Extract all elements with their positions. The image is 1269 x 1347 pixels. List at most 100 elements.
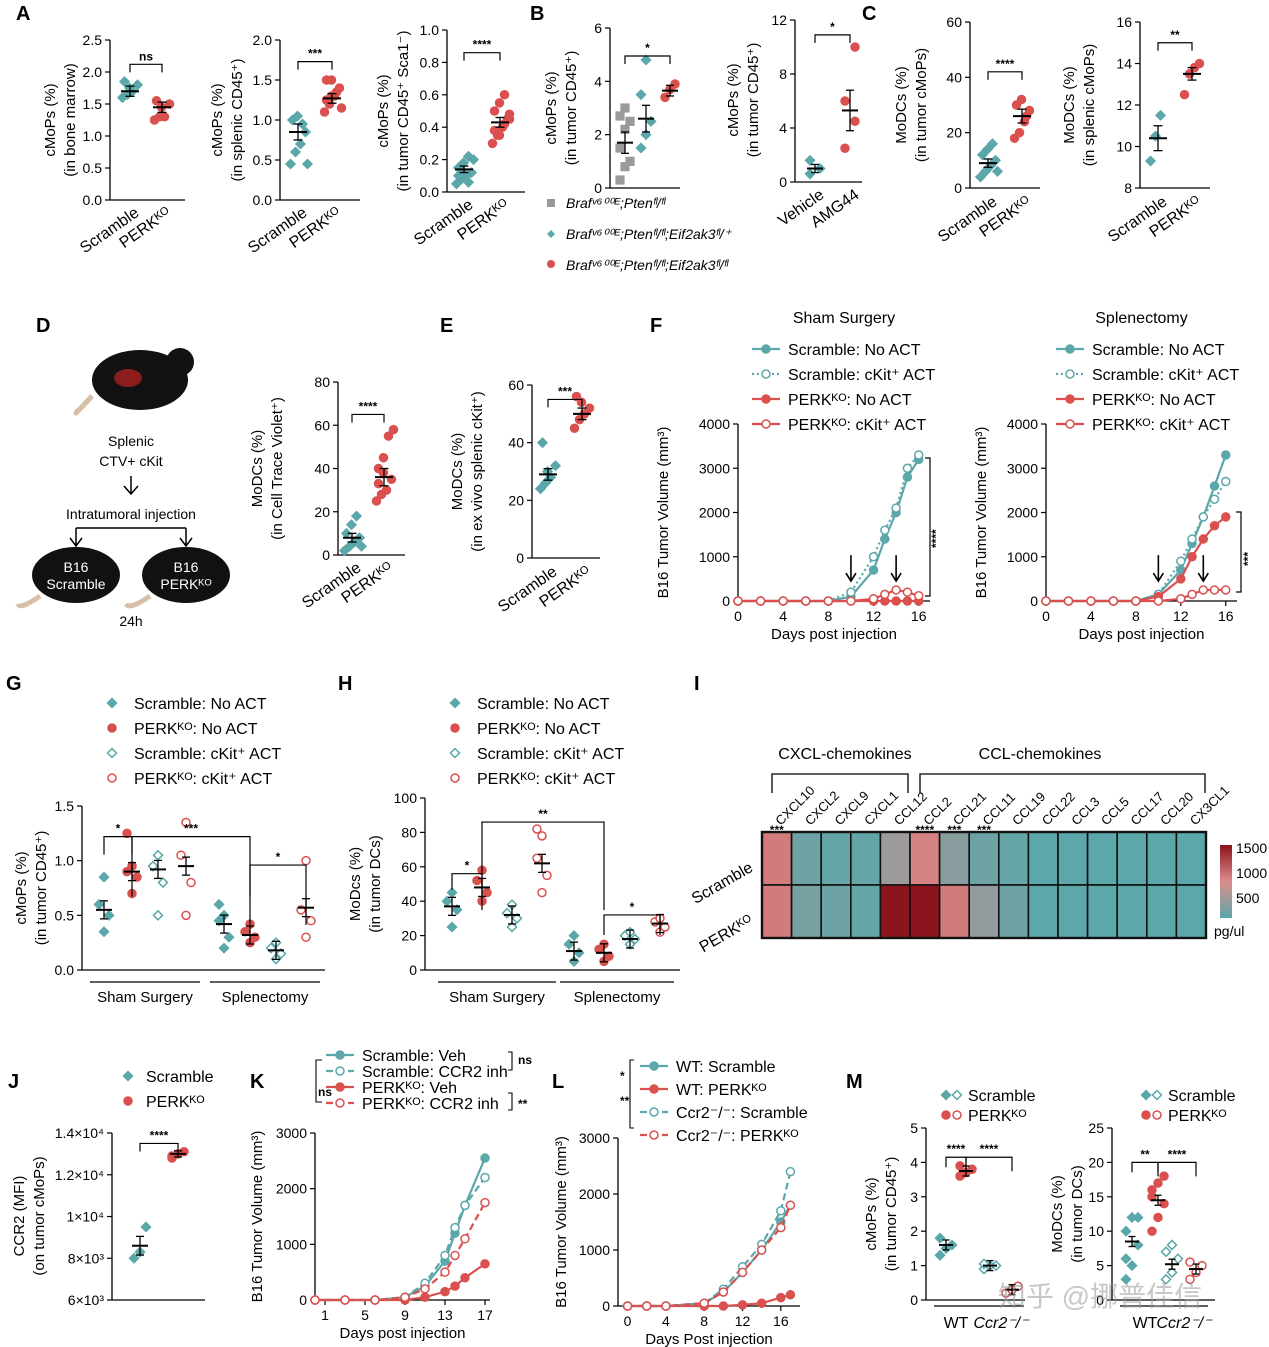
F2-legend-label: Scramble: cKit⁺ ACT: [1092, 367, 1239, 384]
L-point: [699, 1298, 709, 1308]
F1-point: [913, 590, 924, 601]
H-legend-marker: [450, 773, 460, 783]
K-point: [450, 1222, 460, 1233]
plot-k-ccr2-inh: 0 1000 2000 3000 B16 Tumor Volume (mm³) 1 5 9 13…: [249, 1048, 532, 1342]
M2-point: [1185, 1257, 1195, 1267]
M1-y-tick-label: 4: [910, 1154, 918, 1170]
K-point: [340, 1295, 350, 1305]
H-b2-significance: **: [538, 807, 548, 821]
F1-x-tick-label: 0: [734, 608, 742, 624]
I-cell: [879, 884, 911, 939]
M2-point: [1147, 1226, 1157, 1236]
L-x-tick-label: 16: [773, 1313, 789, 1329]
G-group-label: Splenectomy: [222, 989, 309, 1006]
C1-y-tick-label: 60: [946, 14, 962, 30]
I-cell: [997, 884, 1030, 939]
I-cell: [909, 884, 941, 939]
F2-y-tick-label: 2000: [1007, 505, 1038, 521]
K-point: [420, 1284, 430, 1294]
C2-y-tick-label: 12: [1116, 97, 1132, 113]
K-y-tick-label: 3000: [276, 1125, 307, 1141]
F1-act-arrow: [845, 555, 857, 583]
d-mouse2-line2: PERKᴷᴼ: [160, 576, 211, 592]
F1-legend-label: Scramble: cKit⁺ ACT: [788, 367, 935, 384]
G-legend-label: Scramble: No ACT: [134, 696, 267, 713]
b-legend-label-1: Brafᵛ⁶⁰⁰ᴱ;Ptenᶠˡ/ᶠˡ;Eif2ak3ᶠˡ/⁺: [566, 226, 733, 242]
A3-y-tick-label: 1.0: [420, 22, 440, 38]
F2-point: [1108, 596, 1119, 606]
E-point: [584, 403, 595, 413]
F1-point: [891, 596, 901, 606]
plot-a-splenic: 0.0 0.5 1.0 1.5 2.0 cMoPs (%) (in splenic CD45…: [209, 32, 360, 257]
K-legend-marker: [335, 1082, 345, 1092]
F1-y-tick-label: 1000: [699, 549, 730, 565]
E-y-tick-label: 0: [516, 550, 524, 566]
L-legend-marker: [649, 1084, 659, 1094]
H-point: [511, 912, 523, 924]
M2-legend-marker-open: [1151, 1089, 1163, 1101]
d-mouse-top-tail: [73, 394, 94, 416]
A3-point: [494, 98, 505, 108]
I-row-label: PERKᴷᴼ: [697, 912, 756, 956]
I-cell: [1175, 884, 1207, 939]
F2-point: [1209, 585, 1220, 595]
M1-y-tick-label: 0: [910, 1292, 918, 1308]
d-arrow-split: [69, 527, 193, 548]
A3-bracket: [463, 52, 501, 61]
H-legend-label: PERKᴷᴼ: cKit⁺ ACT: [477, 771, 615, 788]
K-legend-label: PERKᴷᴼ: Veh: [362, 1080, 457, 1097]
M2-y-tick-label: 0: [1096, 1292, 1104, 1308]
B2-point: [850, 116, 860, 126]
K-y-tick-label: 0: [299, 1292, 307, 1308]
d-mouse2-line1: B16: [174, 559, 199, 575]
F1-series-line: [738, 458, 920, 603]
A3-y-tick-label: 0.0: [420, 184, 440, 200]
D-point: [355, 540, 368, 552]
L-point: [661, 1301, 671, 1311]
I-cell: [879, 831, 911, 886]
M1-point: [934, 1249, 946, 1261]
M1-legend-marker: [940, 1089, 952, 1101]
plot-f-sham: 0 1000 2000 3000 4000 B16 Tumor Volume (mm³) 0…: [655, 310, 943, 643]
C2-point: [1144, 155, 1157, 167]
A1-significance: ns: [139, 49, 153, 63]
plot-e-exvivo: 0 20 40 60 MoDCs (%) (in ex vivo splenic cKit…: [449, 377, 600, 616]
K-y-label: B16 Tumor Volume (mm³): [249, 1131, 266, 1303]
d-mouse-top-spleen: [114, 369, 142, 387]
B1-y-tick-label: 4: [594, 73, 602, 89]
G-legend-label: PERKᴷᴼ: cKit⁺ ACT: [134, 771, 272, 788]
panel-label-j: J: [8, 1071, 19, 1093]
I-colorbar-unit: pg/ul: [1214, 923, 1244, 939]
L-point: [737, 1267, 748, 1278]
F1-y-tick-label: 2000: [699, 505, 730, 521]
M2-b1-significance: **: [1140, 1147, 1150, 1161]
H-point: [446, 921, 458, 933]
panel-label-k: K: [250, 1071, 265, 1093]
K-point: [480, 1153, 490, 1163]
C1-point: [979, 165, 992, 177]
F2-y-tick-label: 0: [1030, 593, 1038, 609]
M2-point: [1160, 1246, 1172, 1258]
I-cell: [938, 884, 970, 939]
b-legend-label-0: Brafᵛ⁶⁰⁰ᴱ;Ptenᶠˡ/ᶠˡ: [566, 195, 667, 211]
A2-y-tick-label: 0.0: [253, 192, 273, 208]
H-point: [563, 938, 575, 950]
F1-legend-label: Scramble: No ACT: [788, 342, 921, 359]
H-legend-marker: [450, 723, 460, 733]
C1-y-label: MoDCs (%) (in tumor cMoPs): [893, 48, 930, 162]
G-legend-marker: [107, 723, 117, 733]
M2-point: [1120, 1225, 1132, 1237]
M2-group-label: Ccr2⁻/⁻: [1156, 1315, 1213, 1332]
b-legend: Brafᵛ⁶⁰⁰ᴱ;Ptenᶠˡ/ᶠˡ Brafᵛ⁶⁰⁰ᴱ;Ptenᶠˡ/ᶠˡ;…: [547, 195, 733, 273]
H-point: [573, 947, 585, 959]
F1-x-tick-label: 4: [779, 608, 787, 624]
M2-point: [1153, 1178, 1163, 1188]
J-significance: ****: [150, 1128, 169, 1142]
G-b3-bracket: [249, 864, 307, 926]
K-point: [480, 1197, 490, 1208]
F2-x-tick-label: 8: [1132, 608, 1140, 624]
H-point: [501, 907, 513, 919]
plot-g-cmops: 0.0 0.5 1.0 1.5 cMoPs (%) (in tumor CD45⁺) Scr…: [13, 696, 325, 1006]
